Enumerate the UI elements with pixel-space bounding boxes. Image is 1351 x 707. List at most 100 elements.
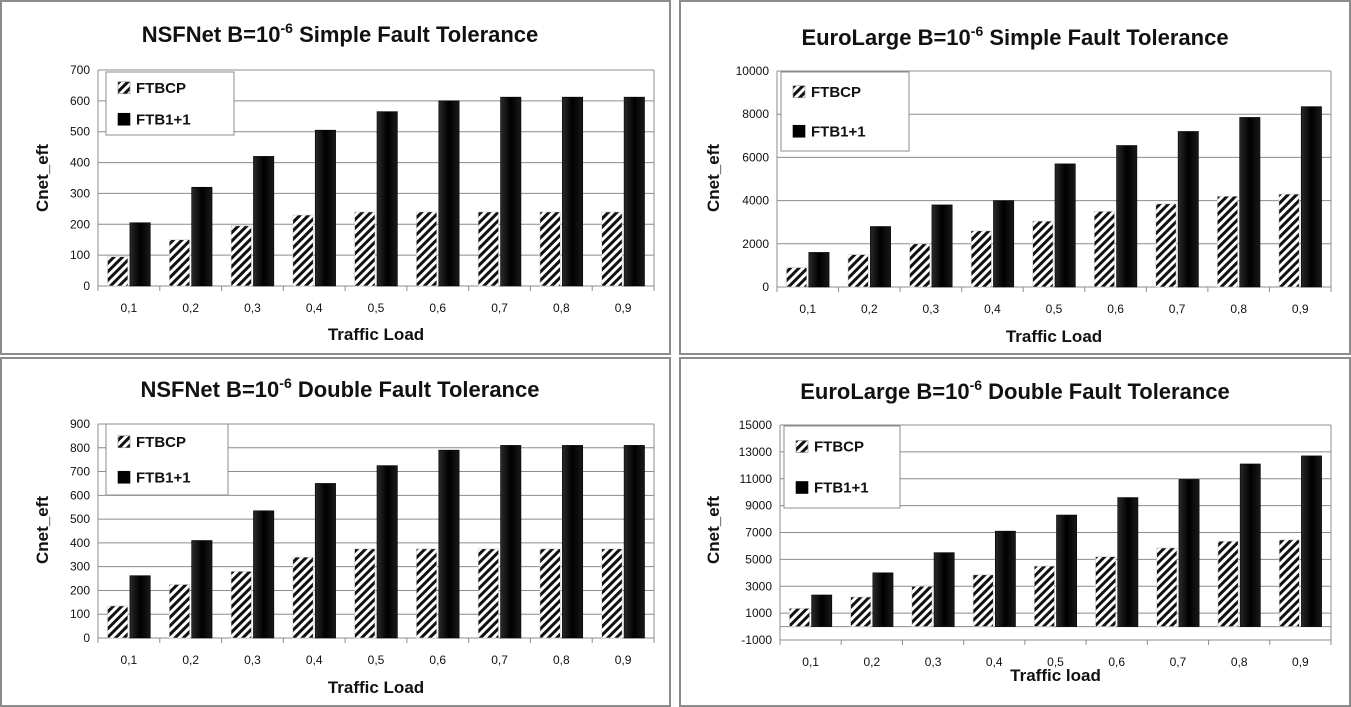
x-tick-label: 0,6 [429, 653, 446, 667]
y-tick-label: 300 [70, 186, 90, 200]
chart-panel-eurolarge-simple: EuroLarge B=10-6 Simple Fault Tolerance 0… [679, 0, 1351, 355]
y-tick-label: 300 [70, 560, 90, 574]
chart-panel-eurolarge-double: EuroLarge B=10-6 Double Fault Tolerance -… [679, 357, 1351, 707]
bar-ftb1plus1 [1300, 106, 1322, 288]
x-tick-label: 0,2 [182, 653, 199, 667]
chart-title: NSFNet B=10-6 Double Fault Tolerance [141, 375, 540, 402]
bar-ftb1plus1 [994, 530, 1016, 627]
legend-label: FTBCP [814, 439, 864, 456]
bar-ftbcp [416, 548, 438, 639]
bar-ftbcp [354, 548, 376, 639]
x-axis-label: Traffic Load [328, 678, 424, 697]
bar-ftb1plus1 [1116, 145, 1138, 288]
bar-ftbcp [354, 211, 376, 287]
y-tick-label: 100 [70, 607, 90, 621]
chart-panel-nsfnet-double: NSFNet B=10-6 Double Fault Tolerance 0 100… [0, 357, 671, 707]
x-tick-label: 0,8 [553, 301, 570, 315]
y-axis-label: Cnet_eft [704, 144, 723, 212]
y-tick-label: 2000 [742, 237, 769, 251]
bar-ftbcp [292, 556, 314, 639]
legend-swatch [792, 85, 806, 99]
bar-ftb1plus1 [314, 129, 336, 287]
x-axis-label: Traffic Load [1006, 327, 1102, 346]
y-tick-label: 3000 [745, 579, 772, 593]
bar-ftb1plus1 [191, 540, 213, 639]
x-tick-label: 0,4 [984, 302, 1001, 316]
x-tick-label: 0,1 [121, 301, 138, 315]
bar-ftbcp [168, 239, 190, 287]
y-tick-label: 10000 [736, 64, 770, 78]
legend-swatch [795, 440, 809, 453]
bar-ftbcp [789, 608, 810, 627]
bar-ftbcp [1278, 193, 1300, 288]
y-tick-label: 600 [70, 94, 90, 108]
chart-eurolarge-simple: EuroLarge B=10-6 Simple Fault Tolerance 0… [704, 23, 1332, 346]
bar-ftbcp [1278, 539, 1300, 627]
x-tick-label: 0,4 [986, 655, 1003, 669]
y-tick-label: 6000 [742, 150, 769, 164]
bar-ftb1plus1 [993, 200, 1015, 288]
x-tick-label: 0,9 [615, 301, 632, 315]
legend [783, 425, 901, 509]
bar-ftbcp [601, 211, 623, 287]
legend-swatch [117, 470, 131, 484]
legend-swatch [792, 124, 806, 138]
x-tick-label: 0,6 [1107, 302, 1124, 316]
x-axis-label: Traffic load [1010, 666, 1101, 685]
bar-ftbcp [909, 243, 931, 288]
chart-title: EuroLarge B=10-6 Simple Fault Tolerance [801, 23, 1228, 50]
x-tick-label: 0,7 [491, 301, 508, 315]
y-tick-label: 400 [70, 156, 90, 170]
x-tick-label: 0,9 [615, 653, 632, 667]
chart-title: EuroLarge B=10-6 Double Fault Tolerance [800, 377, 1230, 404]
bar-ftbcp [1217, 195, 1238, 288]
y-axis-label: Cnet_eft [33, 144, 52, 212]
legend-label: FTB1+1 [136, 111, 191, 128]
bar-ftbcp [1032, 220, 1054, 288]
legend-swatch [117, 81, 131, 95]
bar-ftbcp [786, 267, 808, 288]
bar-ftb1plus1 [438, 100, 460, 287]
bar-ftb1plus1 [253, 510, 275, 639]
bar-ftbcp [1033, 565, 1055, 627]
bar-ftb1plus1 [1054, 163, 1076, 288]
x-tick-label: 0,7 [1170, 655, 1187, 669]
bar-ftb1plus1 [376, 111, 398, 287]
y-tick-label: 7000 [745, 526, 772, 540]
chart-nsfnet-simple: NSFNet B=10-6 Simple Fault Tolerance 0 100… [33, 20, 655, 344]
bar-ftbcp [477, 548, 499, 639]
legend-swatch [117, 435, 131, 449]
x-tick-label: 0,6 [1108, 655, 1125, 669]
y-tick-label: 600 [70, 488, 90, 502]
bar-ftbcp [107, 256, 129, 287]
bar-ftb1plus1 [129, 575, 151, 639]
bar-ftbcp [107, 605, 129, 639]
bar-ftbcp [601, 548, 623, 639]
x-tick-label: 0,5 [368, 301, 385, 315]
x-tick-label: 0,1 [802, 655, 819, 669]
bar-ftb1plus1 [562, 96, 584, 287]
bar-ftb1plus1 [808, 252, 830, 288]
y-tick-label: 700 [70, 465, 90, 479]
bar-ftb1plus1 [931, 204, 953, 288]
bar-ftb1plus1 [623, 445, 645, 639]
bar-ftb1plus1 [1239, 117, 1261, 288]
bar-ftb1plus1 [1117, 497, 1139, 627]
x-tick-label: 0,3 [244, 653, 261, 667]
y-tick-label: 0 [83, 279, 90, 293]
x-tick-label: 0,8 [1230, 302, 1247, 316]
x-tick-label: 0,8 [553, 653, 570, 667]
bar-ftb1plus1 [562, 445, 584, 639]
bar-ftbcp [416, 211, 438, 287]
bar-ftbcp [539, 548, 561, 639]
x-tick-label: 0,3 [925, 655, 942, 669]
x-tick-label: 0,3 [244, 301, 261, 315]
legend-label: FTBCP [136, 80, 186, 97]
bar-ftbcp [292, 214, 314, 287]
bar-ftbcp [911, 585, 933, 627]
bar-ftbcp [539, 211, 561, 287]
bar-ftb1plus1 [191, 186, 213, 287]
y-axis-label: Cnet_eft [704, 496, 723, 564]
bar-ftbcp [1217, 540, 1239, 627]
legend [780, 71, 910, 152]
